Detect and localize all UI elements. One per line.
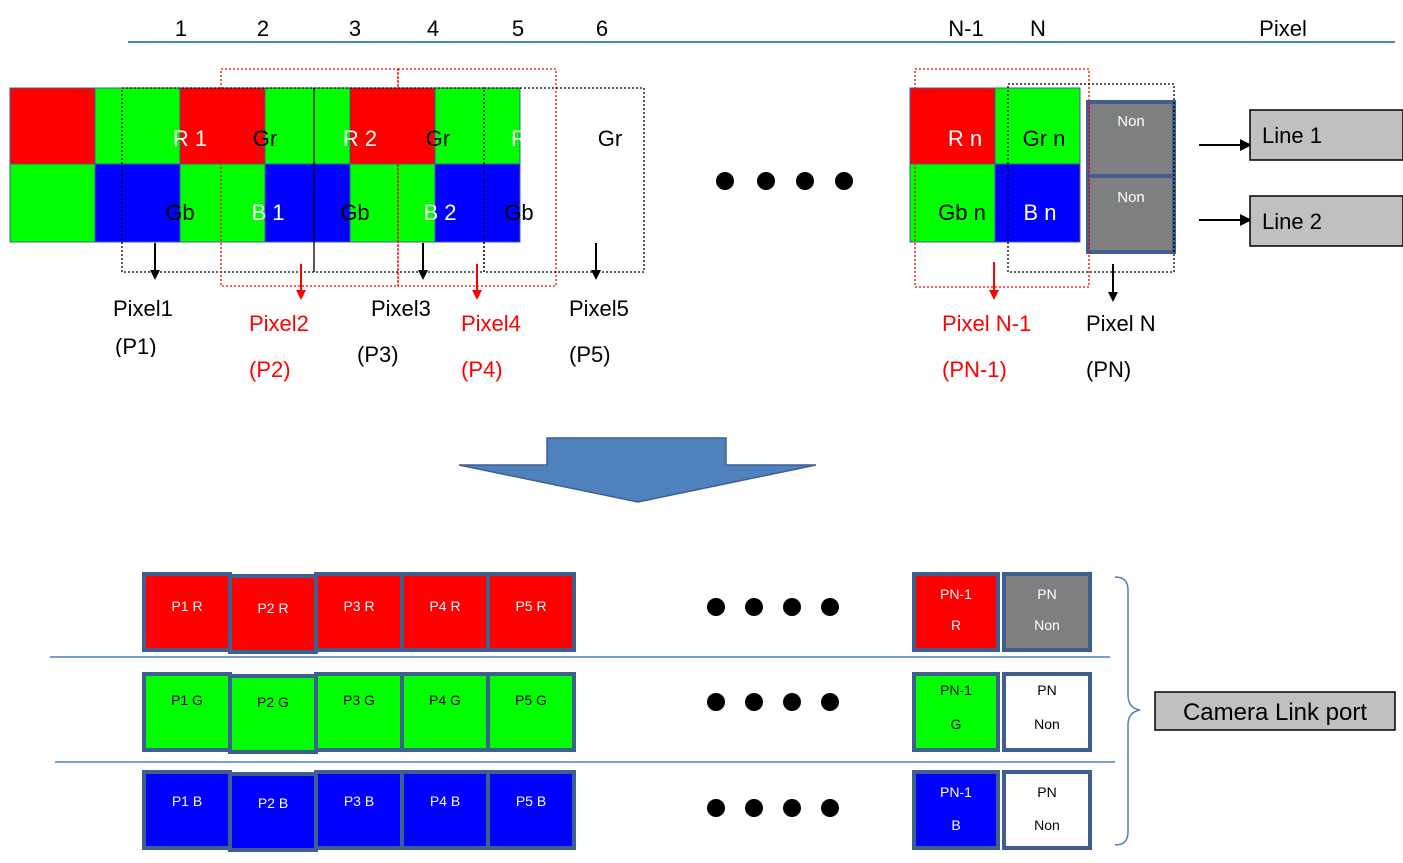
pixel-label-p1: Pixel1 (113, 296, 173, 321)
line1-box (1249, 109, 1403, 161)
non-label: Non (1117, 113, 1145, 130)
pixel-labels: Pixel1 (P1) Pixel2 (P2) Pixel3 (P3) Pixe… (113, 296, 1156, 382)
cell-blue (434, 163, 521, 243)
cell-label: Gr (426, 126, 450, 151)
output-cell-label: B (951, 817, 960, 833)
output-cell-label: P5 G (515, 692, 547, 708)
pixel-arrows (150, 243, 1118, 302)
output-green-row: P1 G P2 G P3 G P4 G P5 G (142, 672, 576, 754)
ellipsis-bottom (707, 598, 839, 817)
output-cell-label: PN-1 (940, 784, 972, 800)
output-cell-label: Non (1034, 617, 1060, 633)
bayer-mosaic: R 1 Gr R 2 Gr R Gr Gb B 1 Gb B 2 Gb (9, 68, 645, 287)
output-cell-label: P2 G (257, 694, 289, 710)
pixel-label-p3: Pixel3 (371, 296, 431, 321)
line2-box (1249, 195, 1403, 247)
output-cell-label: P5 B (516, 793, 546, 809)
non-label: Non (1117, 189, 1145, 206)
output-red-row: P1 R P2 R P3 R P4 R P5 R (142, 572, 576, 654)
right-brace (1114, 576, 1141, 846)
cell-label: R 1 (173, 126, 207, 151)
cell-label: Gb (165, 200, 194, 225)
output-cell-label: P5 R (515, 598, 546, 614)
pixel-label-pn1: Pixel N-1 (942, 311, 1031, 336)
line2-label: Line 2 (1262, 209, 1322, 234)
cell-label: B n (1023, 200, 1056, 225)
pixel-window-p5 (483, 87, 645, 273)
output-blue-row: P1 B P2 B P3 B P4 B P5 B (142, 770, 576, 852)
column-label: 5 (512, 16, 524, 41)
column-label: N-1 (948, 16, 983, 41)
output-cell-label: PN-1 (940, 682, 972, 698)
cell-label: Gb (504, 200, 533, 225)
output-cell-label: PN (1037, 784, 1056, 800)
cell-label: B 2 (423, 200, 456, 225)
pixel-label-pn: Pixel N (1086, 311, 1156, 336)
output-cell-label: Non (1034, 716, 1060, 732)
output-cell-label: Non (1034, 817, 1060, 833)
camera-link-port-label: Camera Link port (1183, 699, 1367, 726)
non-cell (1086, 174, 1176, 254)
output-tail: PN-1 R PN Non PN-1 G PN Non PN-1 B PN No… (912, 572, 1092, 850)
column-label: 6 (596, 16, 608, 41)
pixel-code-p4: (P4) (461, 357, 503, 382)
output-cell-label: PN (1037, 682, 1056, 698)
column-label: 4 (427, 16, 439, 41)
pixel-code-p5: (P5) (569, 342, 611, 367)
output-cell-label: P4 G (429, 692, 461, 708)
cell-label: Gr (253, 126, 277, 151)
output-cell-label: P3 B (344, 793, 374, 809)
cell-label: R n (948, 126, 982, 151)
output-cell-label: P1 R (171, 598, 202, 614)
pixel-window-pn (1007, 83, 1175, 273)
output-cell-label: P2 B (258, 795, 288, 811)
pixel-code-pn1: (PN-1) (942, 357, 1007, 382)
cell-label: Gb (340, 200, 369, 225)
camera-link-port-box (1154, 691, 1396, 731)
output-cell-label: PN-1 (940, 586, 972, 602)
cell-label: Gr n (1023, 126, 1066, 151)
pixel-label-p4: Pixel4 (461, 311, 521, 336)
output-cell-label: P4 R (429, 598, 460, 614)
cell-label: R (511, 126, 527, 151)
tail-mosaic: R n Gr n Gb n B n Non Non (909, 68, 1176, 288)
pixel-code-p2: (P2) (249, 357, 291, 382)
column-header: 1 2 3 4 5 6 N-1 N Pixel (128, 16, 1395, 43)
cell-green (9, 163, 96, 243)
cell-blue (264, 163, 351, 243)
pixel-code-p1: (P1) (115, 334, 157, 359)
cell-red (349, 87, 436, 165)
column-label: 3 (349, 16, 361, 41)
pixel-header-label: Pixel (1259, 16, 1307, 41)
output-cell-label: P3 G (343, 692, 375, 708)
line-outputs: Line 1 Line 2 (1199, 109, 1403, 247)
cell-red (9, 87, 96, 165)
pixel-code-pn: (PN) (1086, 357, 1131, 382)
output-cell-label: G (951, 716, 962, 732)
cell-label: B 1 (251, 200, 284, 225)
output-cell-label: P1 B (172, 793, 202, 809)
cell-label: Gb n (938, 200, 986, 225)
output-cell-label: P3 R (343, 598, 374, 614)
pixel-label-p2: Pixel2 (249, 311, 309, 336)
cell-green (264, 87, 351, 165)
pixel-code-p3: (P3) (357, 342, 399, 367)
non-cell (1086, 100, 1176, 178)
output-cell-label: PN (1037, 586, 1056, 602)
column-label: N (1030, 16, 1046, 41)
conversion-arrow (458, 437, 817, 503)
cell-label: R 2 (343, 126, 377, 151)
line1-label: Line 1 (1262, 123, 1322, 148)
cell-green (94, 87, 181, 165)
output-cell-label: P1 G (171, 692, 203, 708)
ellipsis-top (716, 172, 853, 190)
output-cell-label: R (951, 617, 961, 633)
column-label: 2 (257, 16, 269, 41)
cell-label: Gr (598, 126, 622, 151)
output-cell-label: P2 R (257, 600, 288, 616)
pixel-label-p5: Pixel5 (569, 296, 629, 321)
column-label: 1 (175, 16, 187, 41)
output-cell-label: P4 B (430, 793, 460, 809)
